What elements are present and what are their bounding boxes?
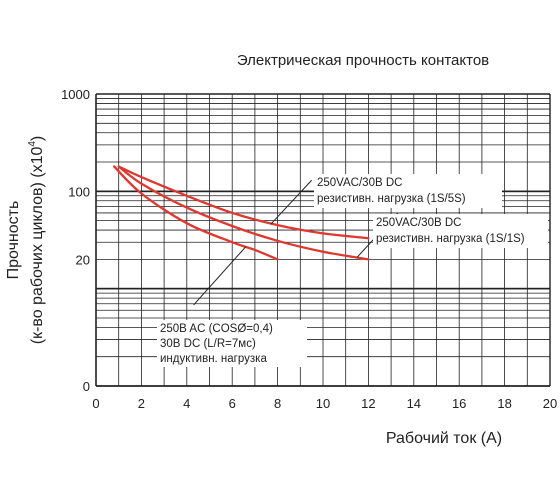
x-tick-label: 8 bbox=[274, 396, 281, 411]
annotation-line: резистивн. нагрузка (1S/1S) bbox=[376, 233, 525, 245]
annotation-leader-line bbox=[193, 246, 247, 306]
y-axis-title-close: ) bbox=[29, 136, 46, 141]
x-axis-title: Рабочий ток (A) bbox=[386, 430, 502, 447]
x-tick-label: 14 bbox=[407, 396, 421, 411]
annotation-line: индуктивн. нагрузка bbox=[160, 353, 267, 365]
y-tick-label: 0 bbox=[83, 379, 90, 394]
chart-title: Электрическая прочность контактов bbox=[237, 52, 489, 69]
x-tick-label: 0 bbox=[92, 396, 99, 411]
y-axis-title-line2: (к-во рабочих циклов) (x104) bbox=[27, 136, 46, 345]
annotation-1: 250VAC/30B DC резистивн. нагрузка (1S/5S) bbox=[314, 174, 502, 208]
series-curve-resistive-1s5s bbox=[117, 165, 370, 240]
y-tick-label: 20 bbox=[76, 252, 90, 267]
y-tick-label: 1000 bbox=[61, 87, 90, 102]
y-axis-title-main: (к-во рабочих циклов) (x10 bbox=[29, 147, 46, 345]
x-tick-labels: 0 2 4 6 8 10 12 14 16 18 20 bbox=[92, 396, 557, 411]
x-tick-label: 10 bbox=[316, 396, 330, 411]
y-tick-labels: 1000 100 20 0 bbox=[61, 87, 90, 394]
x-tick-label: 18 bbox=[497, 396, 511, 411]
series-curve-inductive bbox=[113, 165, 279, 261]
annotation-background bbox=[157, 320, 307, 367]
annotation-line: 250VAC/30B DC bbox=[376, 217, 461, 229]
annotation-background bbox=[373, 214, 548, 248]
annotation-line: 250VAC/30B DC bbox=[317, 177, 402, 189]
x-tick-label: 4 bbox=[183, 396, 190, 411]
x-tick-label: 16 bbox=[452, 396, 466, 411]
annotations: 250VAC/30B DC резистивн. нагрузка (1S/5S)… bbox=[157, 174, 548, 367]
x-tick-label: 20 bbox=[543, 396, 557, 411]
annotation-leader-line bbox=[270, 179, 313, 225]
annotation-2: 250VAC/30B DC резистивн. нагрузка (1S/1S) bbox=[373, 214, 548, 248]
series-curve-resistive-1s1s bbox=[117, 165, 370, 261]
annotation-line: резистивн. нагрузка (1S/5S) bbox=[317, 193, 466, 205]
y-axis-title-line1: Прочность bbox=[5, 201, 22, 280]
annotation-line: 250B AC (COSØ=0,4) bbox=[160, 323, 273, 335]
y-tick-label: 100 bbox=[68, 184, 90, 199]
annotation-line: 30B DC (L/R=7мс) bbox=[160, 338, 256, 350]
x-tick-label: 2 bbox=[138, 396, 145, 411]
annotation-3: 250B AC (COSØ=0,4) 30B DC (L/R=7мс) индукт… bbox=[157, 320, 307, 367]
annotation-background bbox=[314, 174, 502, 208]
x-tick-label: 6 bbox=[229, 396, 236, 411]
y-axis-title-exponent: 4 bbox=[27, 141, 38, 147]
x-tick-label: 12 bbox=[361, 396, 375, 411]
series-curves bbox=[113, 165, 370, 261]
